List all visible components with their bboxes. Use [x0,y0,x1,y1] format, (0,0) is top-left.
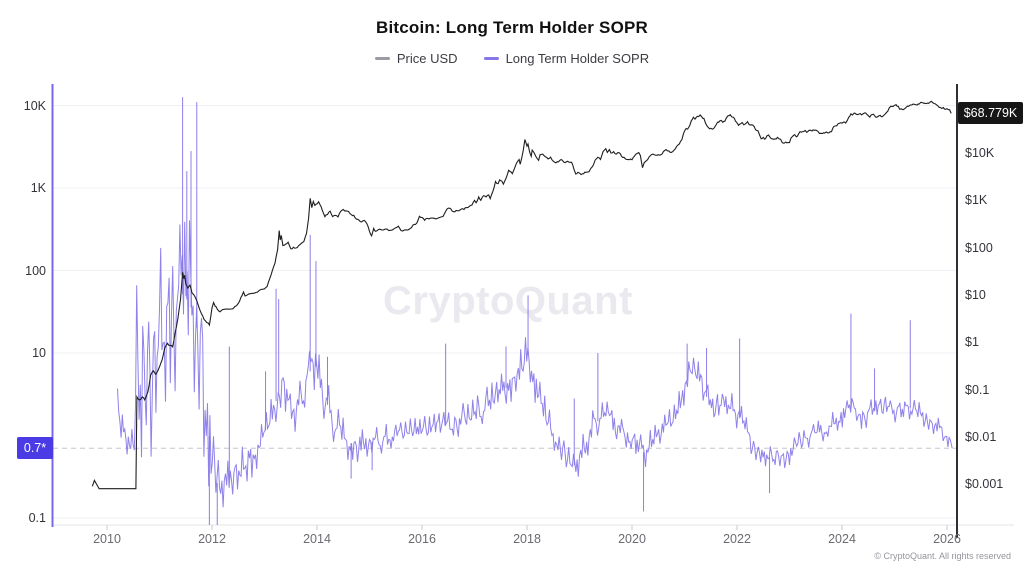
x-axis-label: 2018 [513,532,541,546]
x-axis-label: 2026 [933,532,961,546]
sopr-current-value-badge: 0.7* [17,437,53,460]
legend-item-sopr[interactable]: Long Term Holder SOPR [483,51,650,66]
left-axis-label: 0.1 [28,511,46,525]
left-axis-label: 100 [25,263,46,278]
legend: Price USD Long Term Holder SOPR [0,51,1024,66]
price-line-marker [374,57,390,60]
right-axis-label: $0.1 [965,382,990,397]
price-current-value-badge: $68.779K [958,102,1023,125]
sopr-line-marker [483,57,499,60]
left-axis-label: 10K [23,98,46,113]
legend-item-price[interactable]: Price USD [374,51,458,66]
right-axis-label: $100 [965,240,993,255]
right-axis-label: $1K [965,193,988,208]
x-axis-label: 2016 [408,532,436,546]
legend-label-price: Price USD [396,51,458,66]
legend-label-sopr: Long Term Holder SOPR [505,51,650,66]
right-axis-label: $0.001 [965,477,1004,492]
x-axis-label: 2012 [198,532,226,546]
x-axis-label: 2010 [93,532,121,546]
x-axis-label: 2022 [723,532,751,546]
x-axis-label: 2020 [618,532,646,546]
left-axis-label: 10 [32,346,46,360]
right-axis-label: $10 [965,287,986,302]
left-axis-label: 1K [30,181,46,195]
x-axis-label: 2024 [828,532,856,546]
right-axis-label: $0.01 [965,429,997,444]
cryptoquant-watermark: CryptoQuant [383,279,633,323]
chart-title: Bitcoin: Long Term Holder SOPR [375,18,649,37]
right-axis-label: $1 [965,335,979,350]
right-axis-label: $10K [965,146,995,160]
copyright-notice: © CryptoQuant. All rights reserved [874,551,1011,561]
x-axis-label: 2014 [303,532,331,546]
